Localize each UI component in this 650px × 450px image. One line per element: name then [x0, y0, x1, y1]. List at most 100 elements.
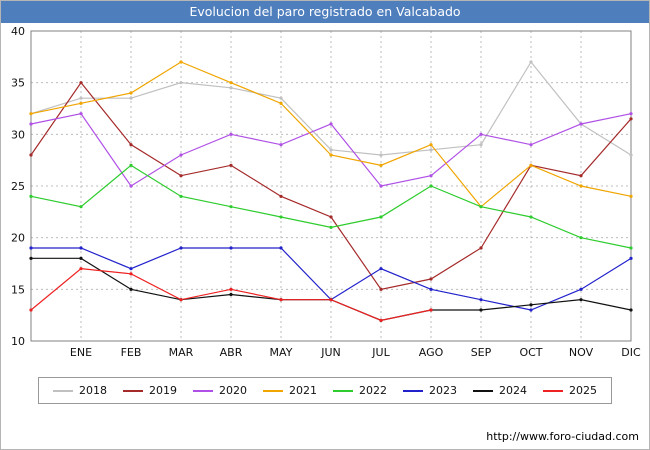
legend-swatch — [403, 389, 423, 392]
y-tick-label: 40 — [11, 25, 25, 38]
series-point — [479, 132, 483, 136]
series-point — [129, 91, 133, 95]
series-point — [429, 184, 433, 188]
series-point — [29, 122, 33, 126]
series-point — [429, 174, 433, 178]
series-point — [479, 308, 483, 312]
series-point — [529, 163, 533, 167]
legend-label: 2019 — [149, 384, 177, 397]
series-point — [279, 101, 283, 105]
series-point — [379, 153, 383, 157]
series-point — [129, 163, 133, 167]
series-point — [579, 174, 583, 178]
series-point — [429, 287, 433, 291]
series-point — [629, 112, 633, 116]
series-point — [329, 225, 333, 229]
series-point — [79, 101, 83, 105]
y-tick-label: 10 — [11, 335, 25, 348]
series-point — [329, 153, 333, 157]
series-point — [79, 81, 83, 85]
series-point — [229, 205, 233, 209]
x-tick-label: JUN — [320, 346, 341, 359]
x-tick-label: MAY — [270, 346, 293, 359]
x-tick-label: MAR — [169, 346, 194, 359]
legend-item-2021: 2021 — [263, 384, 317, 397]
legend-label: 2018 — [79, 384, 107, 397]
series-point — [229, 292, 233, 297]
series-point — [29, 256, 33, 260]
x-tick-label: ENE — [70, 346, 92, 359]
series-point — [29, 194, 33, 198]
series-point — [579, 184, 583, 188]
series-point — [179, 153, 183, 157]
x-tick-label: DIC — [621, 346, 641, 359]
plot-svg: 10 15 20 25 30 35 40 ENE FEB MAR ABR MAY JUN JUL AGO SE… — [11, 25, 641, 359]
footer-url: http://www.foro-ciudad.com — [486, 430, 639, 443]
legend-item-2025: 2025 — [543, 384, 597, 397]
series-point — [279, 96, 283, 100]
series-point — [29, 112, 33, 116]
legend-item-2018: 2018 — [53, 384, 107, 397]
series-point — [429, 277, 433, 281]
series-point — [129, 143, 133, 147]
y-tick-label: 25 — [11, 180, 25, 193]
series-point — [529, 303, 533, 307]
series-point — [529, 308, 533, 312]
series-point — [229, 163, 233, 167]
series-point — [279, 246, 283, 250]
series-point — [629, 246, 633, 250]
legend-swatch — [53, 389, 73, 392]
series-point — [179, 246, 183, 250]
plot-border — [30, 30, 632, 342]
series-point — [79, 112, 83, 116]
series-point — [229, 246, 233, 250]
series-point — [329, 215, 333, 219]
series-point — [79, 246, 83, 250]
series-point — [379, 267, 383, 271]
series-point — [179, 81, 183, 85]
plot-area: 10 15 20 25 30 35 40 ENE FEB MAR ABR MAY JUN JUL AGO SE… — [1, 23, 649, 379]
series-point — [29, 153, 33, 157]
series-point — [379, 318, 383, 322]
legend-swatch — [193, 389, 213, 392]
x-tick-label: JUL — [371, 346, 390, 359]
legend: 2018 2019 2020 2021 2022 2023 2024 2025 — [38, 377, 612, 404]
legend-item-2019: 2019 — [123, 384, 177, 397]
series-point — [179, 174, 183, 178]
legend-label: 2025 — [569, 384, 597, 397]
series-point — [529, 143, 533, 147]
series-point — [329, 148, 333, 152]
series-point — [79, 205, 83, 209]
legend-label: 2024 — [499, 384, 527, 397]
series-point — [229, 81, 233, 85]
series-point — [29, 246, 33, 250]
legend-swatch — [543, 389, 563, 392]
legend-item-2024: 2024 — [473, 384, 527, 397]
series-point — [79, 96, 83, 100]
series-point — [579, 298, 583, 302]
series-point — [329, 122, 333, 126]
series-point — [629, 194, 633, 198]
y-tick-label: 20 — [11, 232, 25, 245]
series-point — [129, 287, 133, 291]
y-tick-label: 15 — [11, 283, 25, 296]
y-tick-label: 30 — [11, 128, 25, 141]
series-point — [379, 184, 383, 188]
legend-label: 2020 — [219, 384, 247, 397]
series-point — [79, 267, 83, 271]
series-point — [629, 117, 633, 121]
series-point — [379, 163, 383, 167]
series-point — [479, 143, 483, 147]
series-point — [229, 86, 233, 90]
series-point — [129, 267, 133, 271]
series-point — [279, 143, 283, 147]
x-tick-label: AGO — [419, 346, 444, 359]
x-tick-label: OCT — [519, 346, 542, 359]
series-point — [129, 184, 133, 188]
series-point — [629, 153, 633, 157]
series-point — [529, 60, 533, 64]
y-tick-label: 35 — [11, 77, 25, 90]
series-point — [129, 96, 133, 100]
series-point — [179, 298, 183, 302]
